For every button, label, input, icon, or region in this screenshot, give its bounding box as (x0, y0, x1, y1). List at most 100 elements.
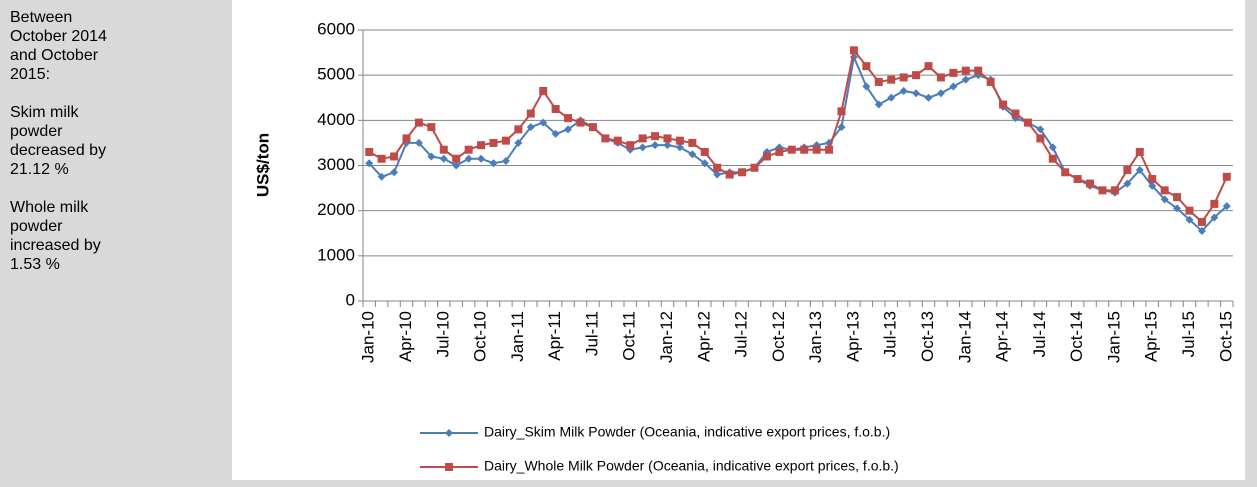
marker (688, 138, 697, 147)
marker (1086, 179, 1095, 188)
marker (1148, 175, 1157, 184)
marker (1123, 166, 1132, 175)
marker (390, 152, 399, 161)
marker (1173, 193, 1182, 202)
marker (514, 138, 523, 147)
marker (489, 159, 498, 168)
marker (924, 93, 933, 102)
marker (539, 118, 548, 127)
marker (1036, 125, 1045, 134)
x-tick-label: Apr-11 (545, 311, 564, 361)
marker (1197, 217, 1206, 226)
marker (551, 129, 560, 138)
marker (564, 114, 573, 123)
x-tick-label: Jan-15 (1104, 311, 1123, 363)
marker (688, 150, 697, 159)
marker (1123, 179, 1132, 188)
marker (501, 136, 510, 145)
marker (439, 154, 448, 163)
marker (1036, 134, 1045, 143)
marker (464, 145, 473, 154)
marker (477, 154, 486, 163)
x-tick-label: Apr-12 (694, 311, 713, 362)
x-tick-label: Jul-12 (732, 311, 751, 357)
marker (1135, 147, 1144, 156)
side-note: Between October 2014 and October 2015: S… (10, 8, 122, 293)
marker (445, 463, 453, 471)
marker (439, 145, 448, 154)
x-tick-label: Jan-10 (359, 311, 378, 363)
marker (899, 86, 908, 95)
marker (700, 159, 709, 168)
series-line (368, 48, 1228, 224)
marker (377, 154, 386, 163)
marker (477, 141, 486, 150)
marker (651, 132, 660, 141)
marker (713, 170, 722, 179)
marker (974, 66, 983, 75)
x-tick-label: Oct-11 (620, 311, 639, 361)
marker (663, 134, 672, 143)
marker (961, 66, 970, 75)
marker (1173, 204, 1182, 213)
marker (1185, 206, 1194, 215)
marker (377, 172, 386, 181)
marker (613, 136, 622, 145)
marker (1185, 215, 1194, 224)
marker (427, 123, 436, 132)
marker (825, 145, 834, 154)
marker (638, 143, 647, 152)
marker (887, 75, 896, 84)
marker (874, 100, 883, 109)
x-tick-label: Oct-13 (918, 311, 937, 362)
marker (837, 123, 846, 132)
marker (837, 107, 846, 116)
x-tick-label: Jan-13 (806, 311, 825, 363)
x-tick-label: Jan-12 (657, 311, 676, 363)
marker (675, 143, 684, 152)
x-tick-label: Oct-15 (1216, 311, 1235, 362)
marker (999, 100, 1008, 109)
marker (390, 168, 399, 177)
marker (1210, 213, 1219, 222)
marker (1073, 175, 1082, 184)
marker (738, 168, 747, 177)
marker (1098, 186, 1107, 195)
marker (489, 138, 498, 147)
legend-label: Dairy_Whole Milk Powder (Oceania, indica… (484, 458, 899, 474)
y-tick-label: 3000 (317, 155, 355, 174)
marker (1048, 154, 1057, 163)
marker (576, 118, 585, 127)
marker (725, 170, 734, 179)
marker (1210, 199, 1219, 208)
marker (1148, 181, 1157, 190)
x-tick-label: Apr-10 (396, 311, 415, 362)
marker (539, 86, 548, 95)
marker (651, 141, 660, 150)
x-tick-label: Oct-14 (1067, 311, 1086, 362)
marker (1222, 172, 1231, 181)
marker (638, 134, 647, 143)
marker (1048, 143, 1057, 152)
marker (800, 145, 809, 154)
marker (899, 73, 908, 82)
marker (551, 105, 560, 114)
y-tick-label: 1000 (317, 245, 355, 264)
note-paragraph: Between October 2014 and October 2015: (10, 9, 107, 83)
x-tick-label: Jan-11 (508, 311, 527, 362)
y-tick-label: 0 (346, 290, 355, 309)
marker (874, 77, 883, 86)
marker (949, 68, 958, 77)
marker (700, 147, 709, 156)
x-tick-label: Jul-14 (1030, 311, 1049, 357)
y-tick-label: 6000 (317, 19, 355, 38)
marker (961, 75, 970, 84)
marker (588, 123, 597, 132)
marker (601, 134, 610, 143)
marker (936, 73, 945, 82)
marker (1011, 109, 1020, 118)
marker (713, 163, 722, 172)
x-tick-label: Jul-10 (433, 311, 452, 357)
marker (414, 118, 423, 127)
